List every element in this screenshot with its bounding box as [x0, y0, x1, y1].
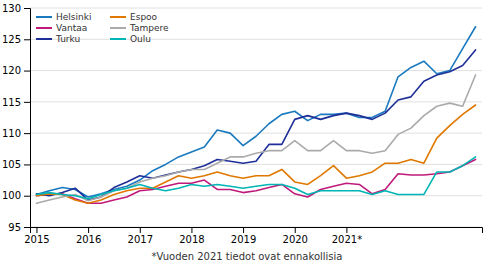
legend-label: Oulu	[130, 34, 151, 44]
lines	[36, 27, 475, 203]
x-tick: 2015	[24, 227, 49, 245]
plot: 9510010511011512012513020152016201720182…	[2, 3, 483, 245]
series-line	[36, 75, 475, 203]
chart: 9510010511011512012513020152016201720182…	[0, 0, 494, 265]
y-tick-mark	[24, 227, 30, 228]
x-tick: 2020	[283, 227, 308, 245]
y-tick: 110	[2, 128, 30, 139]
x-axis: 2015 2016 2017 2018 2019 2020 2021*	[24, 227, 482, 245]
grid-line	[30, 133, 482, 134]
legend: HelsinkiVantaaTurku EspooTampereOulu	[36, 12, 169, 44]
footnote: *Vuoden 2021 tiedot ovat ennakollisia	[152, 251, 343, 262]
grid-line	[30, 39, 482, 40]
y-tick: 125	[2, 34, 30, 45]
y-tick: 115	[2, 97, 30, 108]
series-line	[36, 157, 475, 199]
x-axis-line	[31, 228, 483, 234]
x-tick: 2016	[76, 227, 101, 245]
x-tick-label: 2020	[283, 234, 308, 245]
series-line	[36, 105, 475, 203]
legend-item: Vantaa	[36, 23, 87, 33]
x-tick-mark	[346, 227, 347, 233]
legend-item: Turku	[36, 34, 80, 44]
grid-line	[30, 8, 482, 9]
grid-line	[30, 70, 482, 71]
y-tick-mark	[24, 71, 30, 72]
x-tick-label: 2021*	[332, 234, 362, 245]
legend-label: Turku	[55, 34, 80, 44]
legend-label: Vantaa	[56, 23, 87, 33]
y-tick-label: 130	[2, 3, 21, 14]
x-tick: 2018	[179, 227, 204, 245]
y-tick-mark	[24, 39, 30, 40]
y-axis: 95 100 105 110 115 120 125 130	[2, 3, 31, 233]
series-line	[36, 27, 475, 197]
grid-line	[30, 164, 482, 165]
y-tick-label: 115	[2, 97, 21, 108]
y-tick: 105	[2, 159, 30, 170]
legend-item: Tampere	[110, 23, 169, 33]
legend-swatch	[36, 16, 52, 18]
y-tick: 130	[2, 3, 30, 14]
x-tick: 2021*	[332, 227, 362, 245]
y-tick: 95	[8, 222, 30, 233]
legend-label: Espoo	[130, 12, 158, 22]
x-tick: 2017	[128, 227, 153, 245]
grid	[30, 8, 482, 227]
legend-label: Tampere	[129, 23, 169, 33]
x-tick-mark	[191, 227, 192, 233]
legend-swatch	[110, 16, 126, 18]
x-tick: 2019	[231, 227, 256, 245]
y-axis-line	[24, 9, 31, 228]
y-tick: 120	[2, 65, 30, 76]
y-tick: 100	[2, 190, 30, 201]
y-tick-mark	[24, 102, 30, 103]
legend-item: Espoo	[110, 12, 158, 22]
x-tick-label: 2018	[179, 234, 204, 245]
y-tick-mark	[24, 164, 30, 165]
x-tick-label: 2017	[128, 234, 153, 245]
legend-item: Oulu	[110, 34, 151, 44]
y-tick-label: 120	[2, 65, 21, 76]
y-tick-mark	[24, 8, 30, 9]
x-tick-mark	[36, 227, 37, 233]
y-tick-label: 110	[2, 128, 21, 139]
legend-swatch	[36, 27, 52, 29]
legend-item: Helsinki	[36, 12, 91, 22]
x-tick-label: 2019	[231, 234, 256, 245]
legend-label: Helsinki	[56, 12, 91, 22]
y-tick-mark	[24, 133, 30, 134]
x-tick-mark	[243, 227, 244, 233]
x-tick-mark	[295, 227, 296, 233]
y-tick-mark	[24, 196, 30, 197]
x-tick-label: 2016	[76, 234, 101, 245]
y-tick-label: 95	[8, 222, 21, 233]
x-tick-mark	[140, 227, 141, 233]
y-tick-label: 105	[2, 159, 21, 170]
x-tick-label: 2015	[24, 234, 49, 245]
legend-swatch	[110, 27, 126, 29]
x-tick-mark	[88, 227, 89, 233]
series-line	[36, 50, 475, 200]
y-tick-label: 125	[2, 34, 21, 45]
legend-swatch	[110, 38, 126, 40]
grid-line	[30, 101, 482, 102]
legend-swatch	[36, 38, 52, 40]
y-tick-label: 100	[2, 190, 21, 201]
